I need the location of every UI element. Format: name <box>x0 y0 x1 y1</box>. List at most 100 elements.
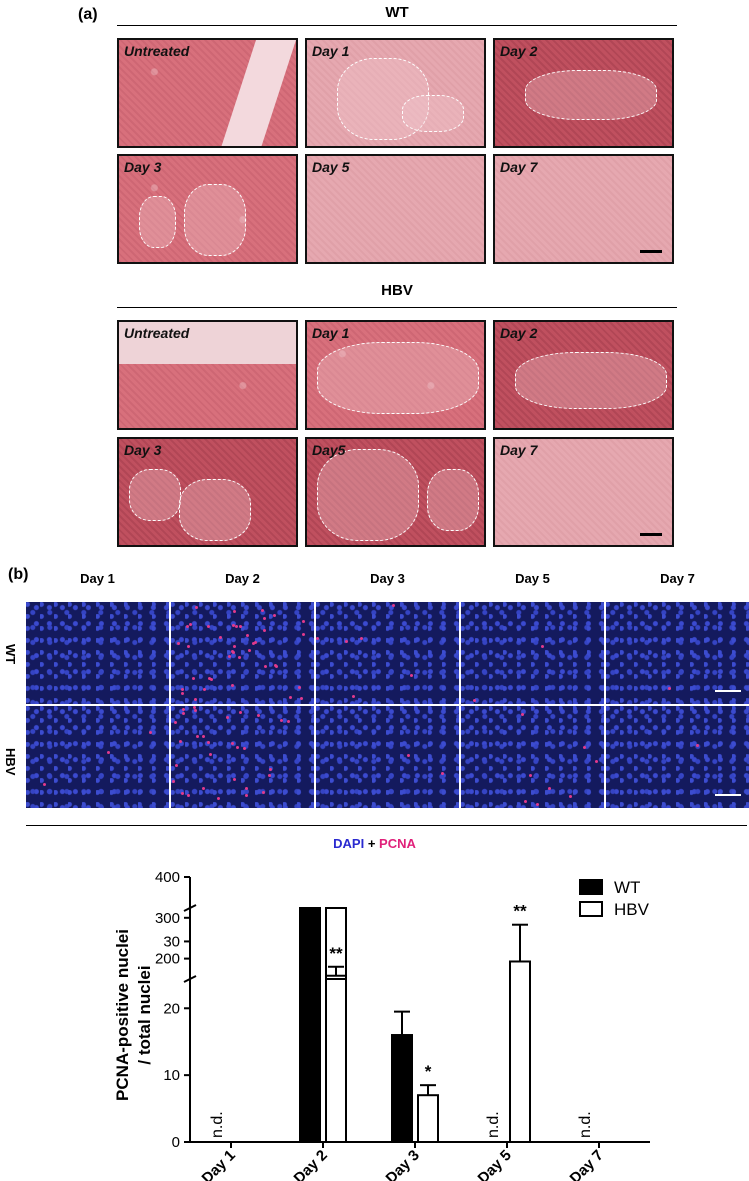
pcna-positive-nucleus <box>360 637 363 640</box>
significance-marker: ** <box>329 944 343 963</box>
pcna-positive-nucleus <box>210 678 213 681</box>
pcna-positive-nucleus <box>231 684 234 687</box>
pcna-positive-nucleus <box>696 744 699 747</box>
stain-legend: DAPI + PCNA <box>0 836 749 851</box>
scale-bar <box>640 250 662 253</box>
legend-label-wt: WT <box>614 878 640 897</box>
tile-label: Day5 <box>312 442 346 458</box>
pcna-positive-nucleus <box>524 800 527 803</box>
pcna-positive-nucleus <box>233 610 236 613</box>
fluor-image-wt-5 <box>606 602 749 704</box>
pcna-positive-nucleus <box>254 641 257 644</box>
pcna-positive-nucleus <box>208 677 211 680</box>
y-tick-label: 30 <box>163 933 180 950</box>
pcna-positive-nucleus <box>269 768 272 771</box>
pcna-positive-nucleus <box>193 706 196 709</box>
y-axis-label-line2: / total nuclei <box>135 965 154 1064</box>
tile-label: Day 7 <box>500 442 538 458</box>
pcna-positive-nucleus <box>182 708 185 711</box>
pcna-positive-nucleus <box>345 640 348 643</box>
pcna-positive-nucleus <box>410 674 413 677</box>
pcna-positive-nucleus <box>187 645 190 648</box>
pcna-positive-nucleus <box>207 625 210 628</box>
pcna-positive-nucleus <box>268 774 271 777</box>
pcna-positive-nucleus <box>189 623 192 626</box>
fluor-image-hbv-3 <box>316 706 459 808</box>
panel-b-label: (b) <box>8 566 29 583</box>
column-header-day1: Day 1 <box>80 571 115 586</box>
pcna-positive-nucleus <box>238 656 241 659</box>
pcna-positive-nucleus <box>302 620 305 623</box>
not-detected-label: n.d. <box>485 1111 502 1138</box>
bar-wt-upper <box>299 920 321 980</box>
pcna-positive-nucleus <box>228 655 231 658</box>
pcna-positive-nucleus <box>274 664 277 667</box>
pcna-positive-nucleus <box>541 645 544 648</box>
pcna-positive-nucleus <box>231 742 234 745</box>
pcna-positive-nucleus <box>289 696 292 699</box>
pcna-positive-nucleus <box>392 604 395 607</box>
x-tick-label: Day 1 <box>199 1147 239 1181</box>
pcna-positive-nucleus <box>252 642 255 645</box>
pcna-positive-nucleus <box>668 687 671 690</box>
y-tick-label: 300 <box>155 910 180 927</box>
pcna-positive-nucleus <box>548 787 551 790</box>
tile-label: Day 1 <box>312 325 350 341</box>
hbv-tile-day1: Day 1 <box>305 320 486 430</box>
necrotic-zone <box>402 95 464 132</box>
x-tick-label: Day 5 <box>475 1147 515 1181</box>
bar-hbv <box>509 960 531 1143</box>
row-header-hbv: HBV <box>3 748 18 776</box>
fluor-image-hbv-5 <box>606 706 749 808</box>
bar-hbv-upper <box>325 974 347 980</box>
necrotic-zone <box>427 469 479 531</box>
pcna-positive-nucleus <box>257 714 260 717</box>
pcna-positive-nucleus <box>203 688 206 691</box>
pcna-positive-nucleus <box>177 642 180 645</box>
pcna-positive-nucleus <box>246 634 249 637</box>
pcna-positive-nucleus <box>245 794 248 797</box>
pcna-positive-nucleus <box>569 795 572 798</box>
pcna-positive-nucleus <box>195 606 198 609</box>
pcna-positive-nucleus <box>316 637 319 640</box>
pcna-positive-nucleus <box>186 625 189 628</box>
pcna-positive-nucleus <box>248 649 251 652</box>
necrotic-zone <box>129 469 181 521</box>
x-tick-label: Day 2 <box>291 1147 331 1181</box>
pcna-positive-nucleus <box>583 746 586 749</box>
not-detected-label: n.d. <box>209 1111 226 1138</box>
necrotic-zone <box>317 342 479 414</box>
pcna-positive-nucleus <box>280 719 283 722</box>
legend-label-hbv: HBV <box>614 900 650 919</box>
pcna-positive-nucleus <box>182 712 185 715</box>
tile-label: Day 2 <box>500 43 538 59</box>
pcna-positive-nucleus <box>298 686 301 689</box>
wt-tile-day5: Day 5 <box>305 154 486 264</box>
stain-legend-pcna: PCNA <box>379 836 416 851</box>
pcna-positive-nucleus <box>181 692 184 695</box>
legend-swatch-hbv <box>579 901 603 917</box>
panel-a-label: (a) <box>78 6 98 23</box>
hbv-tile-day3: Day 3 <box>117 437 298 547</box>
pcna-positive-nucleus <box>521 713 524 716</box>
pcna-positive-nucleus <box>175 764 178 767</box>
pcna-positive-nucleus <box>219 636 222 639</box>
pcna-positive-nucleus <box>172 780 175 783</box>
pcna-positive-nucleus <box>107 751 110 754</box>
pcna-positive-nucleus <box>261 609 264 612</box>
legend-swatch-wt <box>579 879 603 895</box>
necrotic-zone <box>139 196 176 248</box>
wt-tile-day7: Day 7 <box>493 154 674 264</box>
stain-legend-plus: + <box>367 836 376 851</box>
significance-marker: * <box>425 1062 432 1081</box>
bar-wt <box>391 1034 413 1143</box>
not-detected-label: n.d. <box>577 1111 594 1138</box>
necrotic-zone <box>184 184 246 256</box>
pcna-positive-nucleus <box>302 633 305 636</box>
column-header-day5: Day 5 <box>515 571 550 586</box>
tile-label: Day 7 <box>500 159 538 175</box>
scale-bar <box>715 794 741 796</box>
pcna-positive-nucleus <box>235 625 238 628</box>
pcna-positive-nucleus <box>245 787 248 790</box>
